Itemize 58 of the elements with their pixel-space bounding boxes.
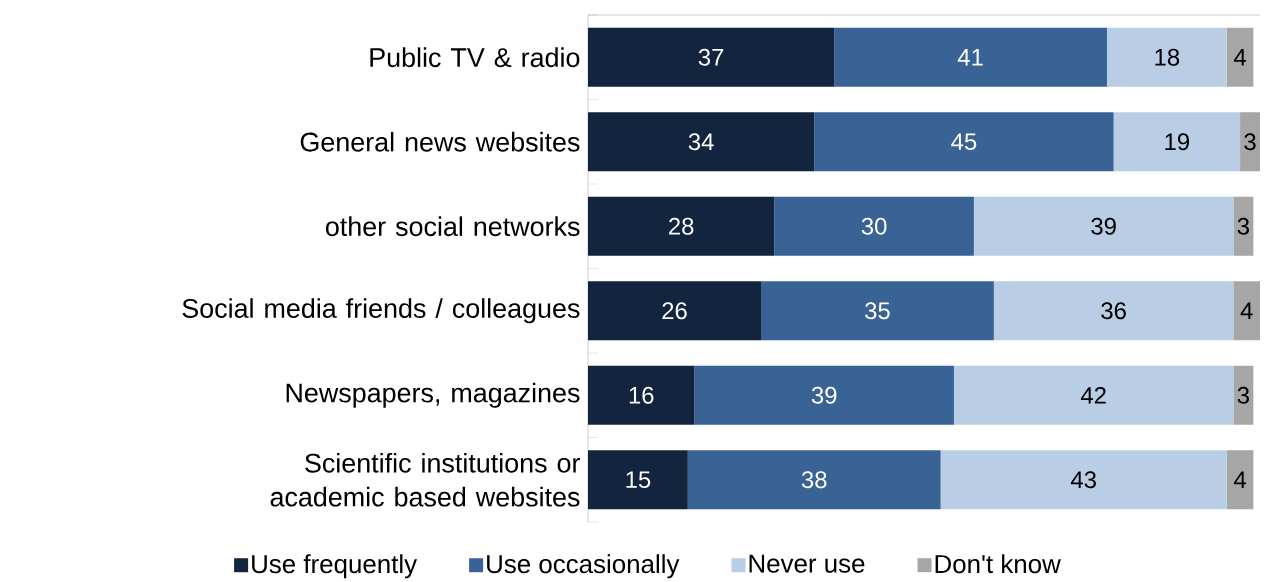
- data-label: 39: [1091, 217, 1116, 235]
- bar: [588, 27, 835, 87]
- legend-label: Use frequently: [252, 554, 418, 579]
- bar: [588, 365, 695, 425]
- data-label: 38: [801, 471, 827, 489]
- data-label: 3: [1237, 217, 1249, 235]
- data-label: 26: [662, 302, 687, 320]
- y-tick-label: Social media friends / colleagues: [182, 298, 580, 324]
- data-label: 18: [1155, 48, 1180, 66]
- data-label: 42: [1080, 386, 1106, 404]
- bar: [1106, 27, 1227, 87]
- data-label: 28: [669, 217, 694, 235]
- data-label: 35: [865, 302, 890, 320]
- bar: [774, 196, 974, 256]
- bar: [1233, 365, 1254, 425]
- data-label: 3: [1244, 133, 1256, 151]
- bar: [760, 281, 994, 341]
- data-label: 41: [957, 49, 983, 66]
- legend-label: Use occasionally: [487, 554, 680, 579]
- data-label: 43: [1070, 471, 1096, 489]
- bar: [953, 365, 1234, 425]
- bar: [1113, 112, 1241, 172]
- data-label: 4: [1233, 471, 1246, 488]
- data-label: 30: [861, 217, 887, 235]
- bar: [1226, 450, 1254, 510]
- bar: [694, 365, 954, 425]
- data-label: 4: [1233, 49, 1246, 66]
- data-label: 19: [1165, 133, 1189, 151]
- bar: [588, 281, 761, 341]
- bar: [588, 196, 775, 256]
- legend-label: Never use: [749, 554, 865, 573]
- bar: [1240, 112, 1261, 172]
- data-label: 3: [1237, 386, 1249, 404]
- bar: [940, 450, 1227, 510]
- data-label: 4: [1240, 302, 1253, 319]
- bar: [973, 196, 1234, 256]
- bar: [1233, 196, 1254, 256]
- data-label: 34: [688, 133, 714, 151]
- bar: [814, 112, 1114, 172]
- bar: [834, 27, 1107, 87]
- legend-label: Don't know: [935, 554, 1061, 574]
- y-tick-label: General news websites: [300, 131, 580, 152]
- bar: [687, 450, 941, 510]
- data-label: 37: [698, 48, 724, 66]
- y-tick-label: other social networks: [325, 216, 580, 237]
- y-tick-label: Public TV & radio: [370, 47, 580, 68]
- bar: [1226, 27, 1254, 87]
- data-label: 36: [1101, 302, 1126, 320]
- y-tick-label: Scientific institutions or academic based websites: [270, 452, 580, 507]
- data-label: 15: [626, 471, 651, 489]
- data-label: 16: [629, 386, 654, 404]
- data-label: 45: [951, 133, 977, 151]
- bar: [588, 450, 688, 510]
- data-label: 39: [811, 386, 837, 404]
- bar: [1233, 281, 1261, 341]
- bar: [993, 281, 1234, 341]
- bar: [588, 112, 815, 172]
- y-tick-label: Newspapers, magazines: [286, 382, 580, 408]
